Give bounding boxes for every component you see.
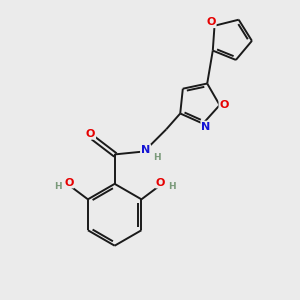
Text: O: O	[64, 178, 74, 188]
Text: O: O	[206, 17, 216, 27]
Text: H: H	[153, 153, 160, 162]
Text: N: N	[201, 122, 211, 132]
Text: H: H	[168, 182, 175, 190]
Text: O: O	[219, 100, 229, 110]
Text: N: N	[141, 145, 150, 155]
Text: O: O	[156, 178, 165, 188]
Text: H: H	[54, 182, 62, 190]
Text: O: O	[86, 129, 95, 139]
